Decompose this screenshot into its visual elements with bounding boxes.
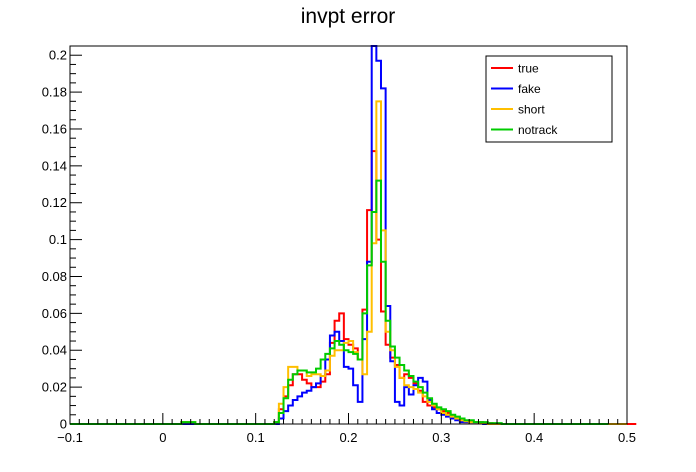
x-tick-label: 0.5: [618, 430, 636, 445]
y-tick-label: 0.2: [49, 48, 67, 63]
legend: true fake short notrack: [485, 55, 613, 143]
y-tick-label: 0.06: [42, 306, 67, 321]
legend-label-notrack: notrack: [518, 123, 558, 137]
legend-label-true: true: [518, 62, 539, 76]
x-tick-label: 0: [159, 430, 166, 445]
y-tick-label: 0: [60, 417, 67, 432]
axes-layer: −0.1 0 0.1 0.2 0.3 0.4 0.500.020.040.060.080.1…: [42, 48, 636, 445]
y-tick-label: 0.14: [42, 158, 67, 173]
legend-box: [485, 55, 613, 143]
y-tick-label: 0.1: [49, 232, 67, 247]
chart-title: invpt error: [301, 5, 396, 28]
series-line-notrack: [70, 179, 609, 425]
y-tick-label: 0.18: [42, 85, 67, 100]
legend-label-fake: fake: [518, 82, 541, 96]
y-tick-label: 0.16: [42, 121, 67, 136]
x-tick-label: −0.1: [57, 430, 83, 445]
plot-frame: [69, 45, 628, 425]
legend-label-short: short: [518, 103, 545, 117]
y-tick-label: 0.12: [42, 195, 67, 210]
y-tick-label: 0.02: [42, 380, 67, 395]
x-tick-label: 0.1: [247, 430, 265, 445]
y-tick-label: 0.04: [42, 343, 67, 358]
x-tick-label: 0.2: [339, 430, 357, 445]
x-tick-label: 0.3: [432, 430, 450, 445]
x-tick-label: 0.4: [525, 430, 543, 445]
y-tick-label: 0.08: [42, 269, 67, 284]
